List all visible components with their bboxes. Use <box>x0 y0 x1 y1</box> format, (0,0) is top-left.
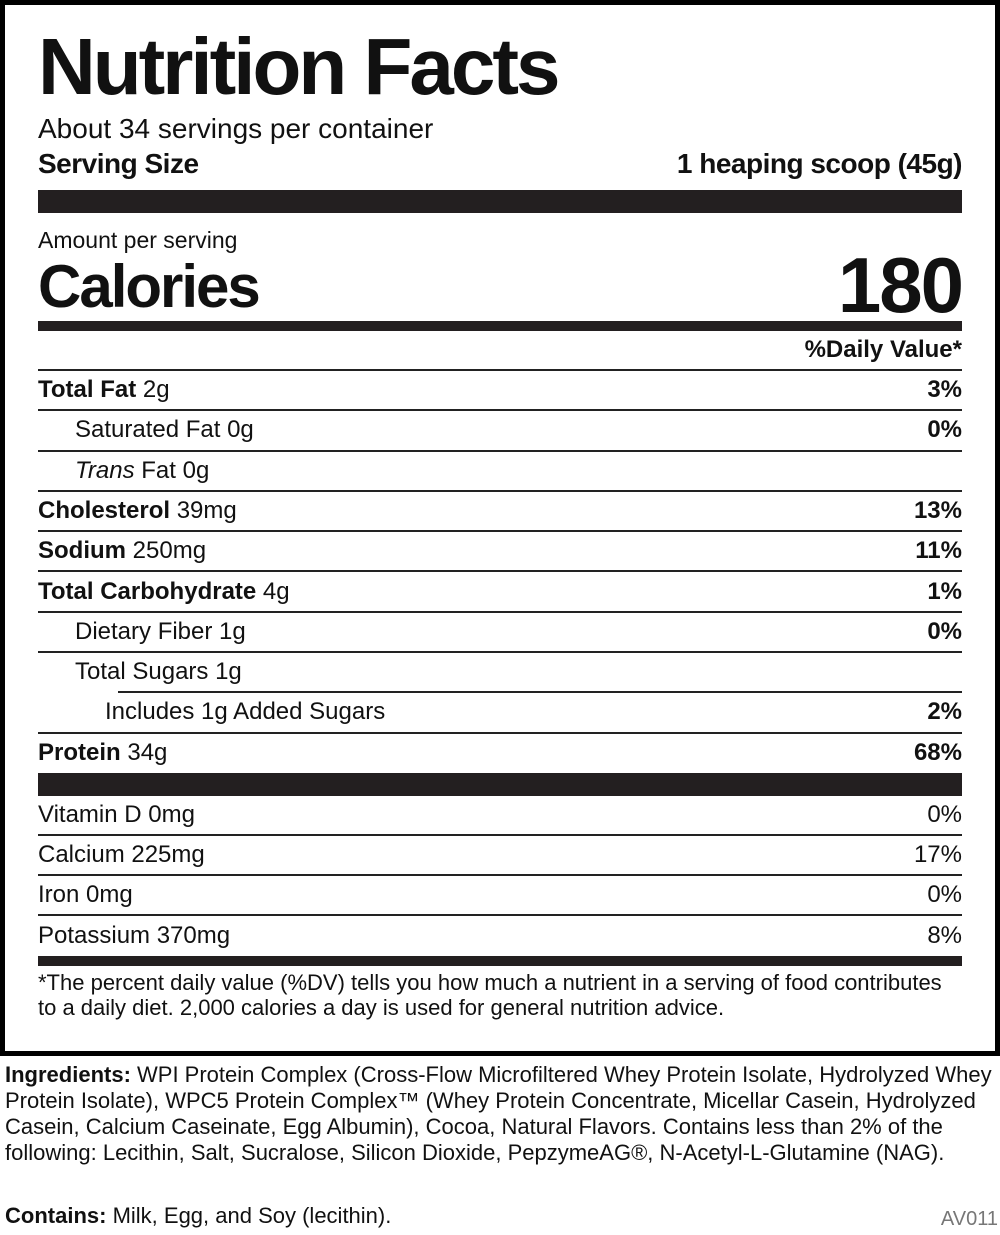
nutrient-row: Sodium 250mg 11% <box>38 530 962 570</box>
serving-size: Serving Size 1 heaping scoop (45g) <box>38 147 963 181</box>
footnote: *The percent daily value (%DV) tells you… <box>38 970 942 1020</box>
serving-size-label: Serving Size <box>38 148 199 179</box>
vitamin-row: Iron 0mg 0% <box>38 876 962 916</box>
vitamin-list: Vitamin D 0mg 0% Calcium 225mg 17% Iron 0m… <box>38 796 962 956</box>
servings-per-container: About 34 servings per container <box>38 113 434 144</box>
nutrient-list: Total Fat 2g 3% Saturated Fat 0g 0% Trans … <box>38 369 962 772</box>
thick-divider <box>38 773 962 796</box>
nutrient-row: Total Carbohydrate 4g 1% <box>38 570 962 610</box>
medium-divider <box>38 956 962 966</box>
vitamin-row: Vitamin D 0mg 0% <box>38 796 962 836</box>
thick-divider <box>38 190 962 213</box>
vitamin-row: Potassium 370mg 8% <box>38 922 962 949</box>
ingredients-text: WPI Protein Complex (Cross-Flow Microfil… <box>5 1062 992 1165</box>
vitamin-row: Calcium 225mg 17% <box>38 836 962 876</box>
nutrient-row: Protein 34g 68% <box>38 731 962 772</box>
ingredients: Ingredients: WPI Protein Complex (Cross-… <box>5 1062 1000 1166</box>
contains-text: Milk, Egg, and Soy (lecithin). <box>106 1203 392 1228</box>
contains-label: Contains: <box>5 1203 107 1228</box>
daily-value-header: %Daily Value* <box>804 336 962 363</box>
panel-title: Nutrition Facts <box>38 22 560 111</box>
calories-label: Calories <box>38 253 261 320</box>
nutrient-row: Total Sugars 1g <box>38 651 962 691</box>
calories-row: Calories 180 <box>38 241 964 329</box>
calories-value: 180 <box>837 241 964 329</box>
nutrient-row: Saturated Fat 0g 0% <box>38 409 962 449</box>
serving-size-value: 1 heaping scoop (45g) <box>676 148 963 179</box>
nutrient-row: Cholesterol 39mg 13% <box>38 489 962 530</box>
nutrient-row: Includes 1g Added Sugars 2% <box>38 691 962 731</box>
nutrient-row: Total Fat 2g 3% <box>38 369 962 409</box>
amount-per-serving: Amount per serving <box>38 227 238 253</box>
allergens: Contains: Milk, Egg, and Soy (lecithin). <box>5 1203 391 1229</box>
nutrition-facts-panel <box>0 0 1000 1056</box>
nutrient-row: Dietary Fiber 1g 0% <box>38 610 962 651</box>
product-code: AV011 <box>940 1208 998 1230</box>
ingredients-label: Ingredients: <box>5 1062 131 1087</box>
medium-divider <box>38 321 962 331</box>
nutrient-row: Trans Fat 0g <box>38 449 962 490</box>
